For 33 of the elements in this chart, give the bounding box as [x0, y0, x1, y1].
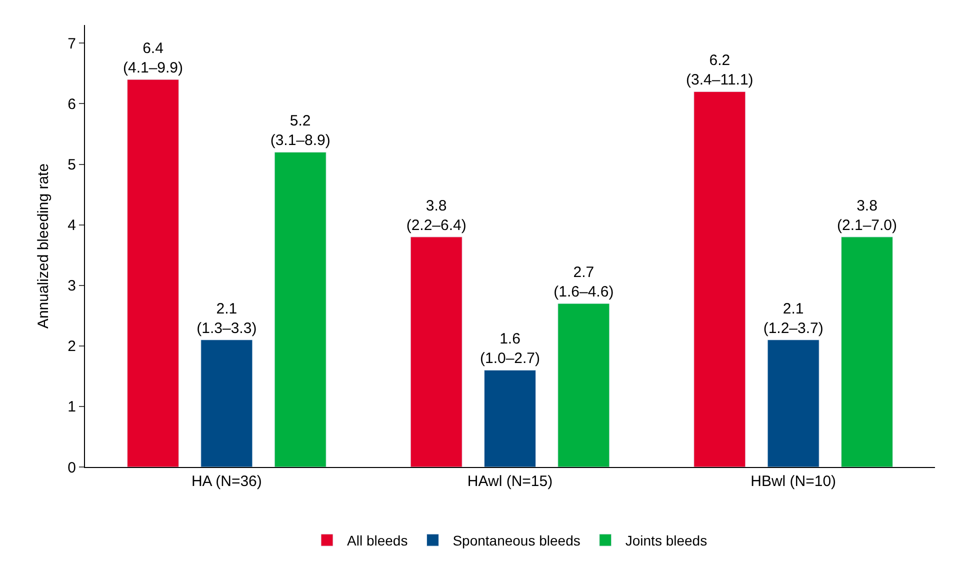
bar: [410, 236, 462, 467]
x-tick-label: HAwl (N=15): [467, 473, 553, 490]
legend-label: Joints bleeds: [625, 532, 708, 549]
data-label: 1.6 (1.0–2.7): [480, 330, 540, 368]
legend-label: All bleeds: [347, 532, 408, 549]
y-tick-label: 2: [68, 338, 76, 356]
y-tick-label: 3: [68, 278, 76, 295]
bar: [126, 79, 180, 467]
bar: [200, 340, 253, 467]
data-label: 3.8 (2.2–6.4): [406, 197, 466, 234]
data-label: 2.7 (1.6–4.6): [554, 264, 614, 301]
y-tick-label: 5: [68, 156, 76, 174]
data-label: 3.8 (2.1–7.0): [836, 197, 898, 234]
data-label: 6.2 (3.4–11.1): [686, 52, 754, 89]
y-tick-label: 0: [68, 459, 76, 476]
bar: [694, 91, 746, 467]
bar: [558, 303, 610, 467]
data-label: 2.1 (1.2–3.7): [763, 300, 824, 337]
x-tick-label: HA (N=36): [191, 473, 262, 490]
data-label: 5.2 (3.1–8.9): [270, 112, 330, 150]
bar: [840, 236, 894, 467]
y-tick-label: 4: [68, 217, 76, 234]
data-label: 2.1 (1.3–3.3): [196, 300, 257, 337]
bar: [274, 152, 326, 467]
legend-label: Spontaneous bleeds: [452, 532, 580, 549]
y-axis-title: Annualized bleeding rate: [34, 163, 52, 329]
x-tick-label: HBwl (N=10): [750, 473, 836, 490]
bar: [484, 370, 536, 467]
y-tick-label: 6: [68, 96, 76, 113]
bar: [767, 340, 820, 467]
y-tick-label: 7: [68, 35, 76, 52]
y-tick-label: 1: [68, 398, 76, 416]
data-label: 6.4 (4.1–9.9): [122, 40, 184, 76]
